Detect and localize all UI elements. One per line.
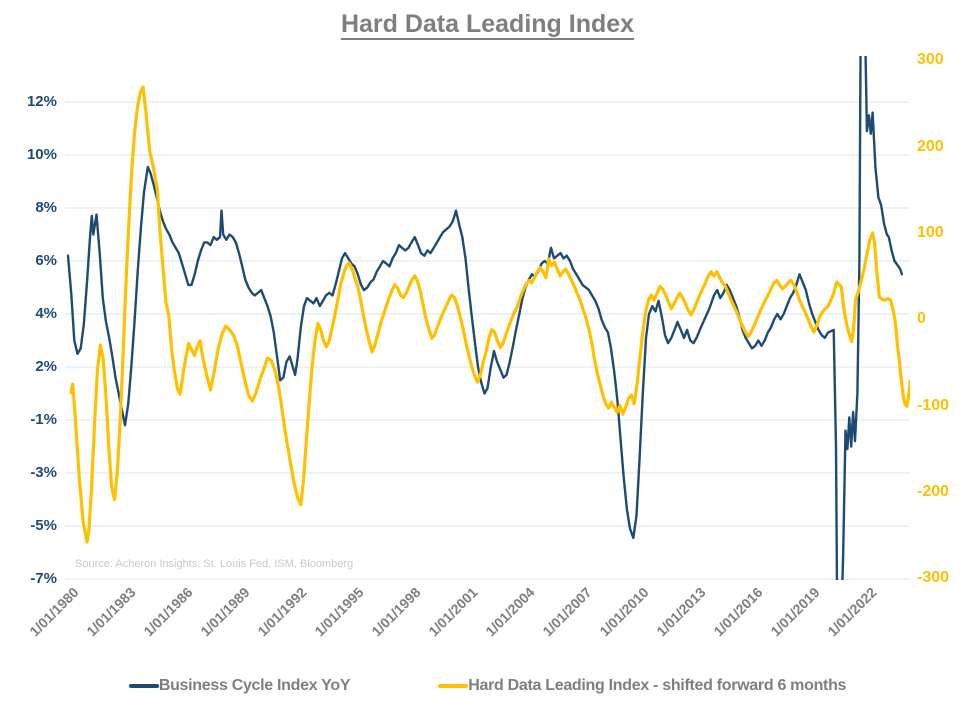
right-y-axis: 300 200 100 0 -100 -200 -300 (917, 0, 975, 709)
left-axis-tick-label: 10% (26, 146, 57, 163)
left-axis-tick-label: -3% (30, 464, 57, 481)
legend-label: Business Cycle Index YoY (158, 677, 351, 694)
chart-title: Hard Data Leading Index (340, 10, 635, 38)
series-line-hard-data (69, 85, 910, 544)
left-axis-tick-label: -1% (30, 411, 57, 428)
source-note: Source: Acheron Insights, St. Louis Fed,… (75, 558, 354, 570)
left-axis-tick-label: 4% (35, 305, 57, 322)
legend: Business Cycle Index YoY Hard Data Leadi… (0, 677, 975, 695)
series-line-business-cycle (66, 56, 904, 580)
legend-line-swatch-blue (128, 684, 159, 688)
legend-label: Hard Data Leading Index - shifted forwar… (468, 677, 847, 694)
left-axis-tick-label: 8% (35, 199, 57, 216)
right-axis-tick-label: -100 (917, 396, 950, 414)
right-axis-tick-label: -300 (917, 569, 950, 587)
left-axis-tick-label: -5% (30, 517, 57, 534)
legend-item-business-cycle: Business Cycle Index YoY (128, 677, 351, 695)
right-axis-tick-label: 0 (917, 310, 926, 328)
legend-item-hard-data: Hard Data Leading Index - shifted forwar… (438, 677, 846, 695)
right-axis-tick-label: 100 (917, 223, 944, 241)
left-axis-tick-label: 6% (35, 252, 57, 269)
right-axis-tick-label: 300 (917, 51, 944, 69)
left-y-axis: 12% 10% 8% 6% 4% 2% -1% -3% -5% -7% (0, 0, 57, 709)
left-axis-tick-label: -7% (30, 570, 57, 587)
legend-line-swatch-gold (438, 684, 469, 688)
left-axis-tick-label: 12% (26, 93, 57, 110)
right-axis-tick-label: -200 (917, 482, 950, 500)
left-axis-tick-label: 2% (35, 358, 57, 375)
series-lines (66, 56, 910, 580)
right-axis-tick-label: 200 (917, 137, 944, 155)
